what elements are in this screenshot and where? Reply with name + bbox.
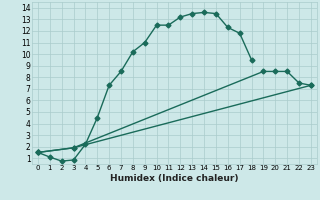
X-axis label: Humidex (Indice chaleur): Humidex (Indice chaleur) [110, 174, 239, 183]
